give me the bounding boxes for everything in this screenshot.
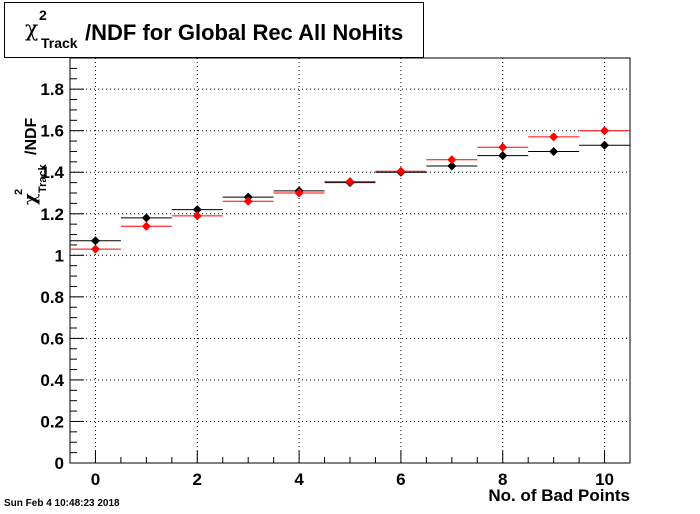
x-axis-label: No. of Bad Points xyxy=(488,486,630,505)
timestamp: Sun Feb 4 10:48:23 2018 xyxy=(4,498,120,509)
y-label-subscript: Track xyxy=(37,163,49,193)
title-subscript: Track xyxy=(41,35,78,51)
series-1-point xyxy=(345,177,355,187)
series-0-point xyxy=(192,205,202,215)
y-axis-label: χ2 Track/NDF xyxy=(13,117,49,205)
y-tick-label: 1.2 xyxy=(40,205,64,224)
x-tick-label: 4 xyxy=(294,470,304,489)
x-tick-label: 10 xyxy=(595,470,614,489)
y-label-superscript: 2 xyxy=(13,189,25,195)
plot-frame xyxy=(69,57,631,464)
y-tick-label: 0 xyxy=(55,454,64,473)
x-tick-label: 6 xyxy=(396,470,405,489)
x-tick-label: 8 xyxy=(498,470,507,489)
y-tick-label: 0.2 xyxy=(40,412,64,431)
x-tick-label: 2 xyxy=(193,470,202,489)
x-tick-label: 0 xyxy=(91,470,100,489)
series-1-point xyxy=(90,244,100,254)
y-tick-label: 1.8 xyxy=(40,80,64,99)
title-chi-symbol: χ xyxy=(25,17,39,42)
series-0-point xyxy=(90,236,100,246)
y-tick-label: 1 xyxy=(55,246,64,265)
y-tick-label: 0.6 xyxy=(40,329,64,348)
y-tick-label: 0.4 xyxy=(40,371,64,390)
y-label-chi-symbol: χ xyxy=(20,193,41,205)
series-1-point xyxy=(498,142,508,152)
series-1-point xyxy=(243,196,253,206)
series-1-point xyxy=(549,132,559,142)
title-text: /NDF for Global Rec All NoHits xyxy=(85,20,404,45)
series-1-point xyxy=(396,166,406,176)
series-0-point xyxy=(498,151,508,161)
y-tick-label: 0.8 xyxy=(40,288,64,307)
chart-title: χ 2 Track /NDF for Global Rec All NoHits xyxy=(4,2,424,58)
series-1-point xyxy=(447,155,457,165)
series-0-point xyxy=(549,146,559,156)
series-1-point xyxy=(192,211,202,221)
series-1-point xyxy=(294,188,304,198)
series-1-point xyxy=(600,126,610,136)
y-tick-label: 1.6 xyxy=(40,122,64,141)
series-0-point xyxy=(600,140,610,150)
y-tick-label: 1.4 xyxy=(40,163,64,182)
series-0-point xyxy=(447,161,457,171)
series-1-point xyxy=(141,221,151,231)
title-superscript: 2 xyxy=(39,7,47,23)
series-0-point xyxy=(141,213,151,223)
y-label-text: /NDF xyxy=(23,117,40,155)
